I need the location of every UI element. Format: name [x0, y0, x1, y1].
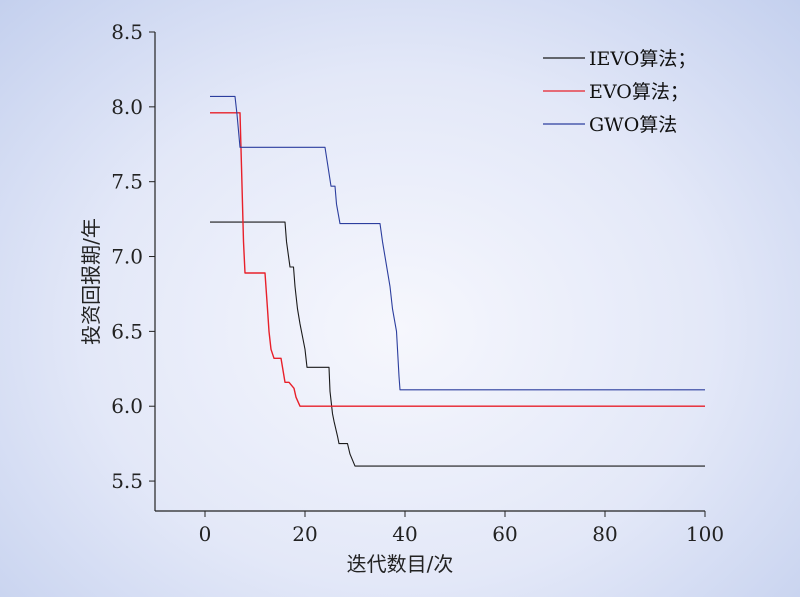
x-tick-label: 80: [592, 522, 617, 546]
series-line-1: [210, 221, 705, 467]
y-axis-title: 投资回报期/年: [79, 218, 103, 345]
x-axis-title: 迭代数目/次: [347, 552, 454, 576]
x-tick-label: 60: [492, 522, 517, 546]
y-tick-label: 8.5: [111, 20, 143, 44]
legend-label-2: EVO算法；: [589, 81, 689, 103]
y-tick-label: 5.5: [111, 469, 143, 493]
y-tick-label: 8.0: [111, 95, 143, 119]
y-tick-label: 6.5: [111, 319, 143, 343]
x-tick-label: 100: [686, 522, 724, 546]
y-tick-label: 7.5: [111, 170, 143, 194]
x-tick-label: 0: [199, 522, 212, 546]
x-tick-label: 20: [292, 522, 317, 546]
series-line-3: [210, 95, 705, 391]
y-tick-label: 6.0: [111, 394, 143, 418]
y-tick-label: 7.0: [111, 245, 143, 269]
series-line-2: [210, 112, 705, 407]
legend-label-3: GWO算法: [589, 114, 677, 136]
x-tick-label: 40: [392, 522, 417, 546]
legend-label-1: IEVO算法；: [589, 48, 696, 70]
